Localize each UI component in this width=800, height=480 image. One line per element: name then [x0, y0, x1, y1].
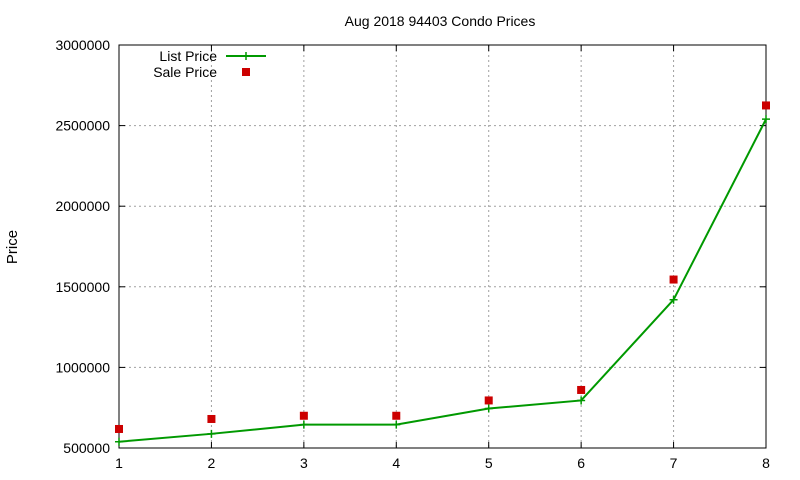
- y-tick-label: 2500000: [55, 118, 110, 134]
- sale-price-point: [392, 411, 401, 420]
- y-tick-label: 1000000: [55, 359, 110, 375]
- x-tick-label: 2: [208, 455, 216, 471]
- y-axis-label: Price: [4, 230, 21, 264]
- chart-title: Aug 2018 94403 Condo Prices: [345, 13, 536, 29]
- list-price-point: [207, 429, 216, 438]
- sale-price-point: [484, 396, 493, 405]
- sale-price-point: [762, 101, 770, 110]
- legend-swatches: [226, 52, 266, 76]
- list-price-point: [392, 420, 401, 429]
- list-price-point: [299, 420, 308, 429]
- x-tick-label: 4: [392, 455, 400, 471]
- x-tick-label: 5: [485, 455, 493, 471]
- legend-label-list-price: List Price: [159, 48, 217, 64]
- list-price-point: [115, 437, 123, 446]
- sale-price-point: [669, 275, 678, 284]
- y-tick-label: 500000: [63, 440, 110, 456]
- legend-swatch-sale-price: [242, 68, 250, 76]
- legend-label-sale-price: Sale Price: [153, 64, 217, 80]
- x-tick-label: 1: [115, 455, 123, 471]
- sale-price-point: [115, 424, 123, 433]
- x-tick-label: 8: [762, 455, 770, 471]
- grid: [119, 45, 766, 448]
- sale-price-point: [299, 411, 308, 420]
- legend: List Price Sale Price: [153, 48, 266, 80]
- plot-frame: [118, 44, 767, 449]
- series-line-list-price: [118, 118, 767, 443]
- y-tick-label: 1500000: [55, 279, 110, 295]
- axis-tick-labels: 1 2 3 4 5 6 7 8 500000 1000000 1500000 2000000 25000…: [55, 37, 770, 471]
- x-tick-label: 6: [577, 455, 585, 471]
- y-tick-label: 2000000: [55, 198, 110, 214]
- list-price-point: [669, 295, 678, 304]
- sale-price-point: [207, 414, 216, 423]
- axis-ticks: [118, 44, 767, 449]
- list-price-point: [762, 115, 770, 124]
- x-tick-label: 3: [300, 455, 308, 471]
- x-tick-label: 7: [670, 455, 678, 471]
- sale-price-point: [577, 385, 586, 394]
- legend-marker-list-price: [242, 52, 250, 60]
- series-layer: [115, 101, 770, 446]
- list-price-point: [484, 404, 493, 413]
- list-price-point: [577, 396, 586, 405]
- y-tick-label: 3000000: [55, 37, 110, 53]
